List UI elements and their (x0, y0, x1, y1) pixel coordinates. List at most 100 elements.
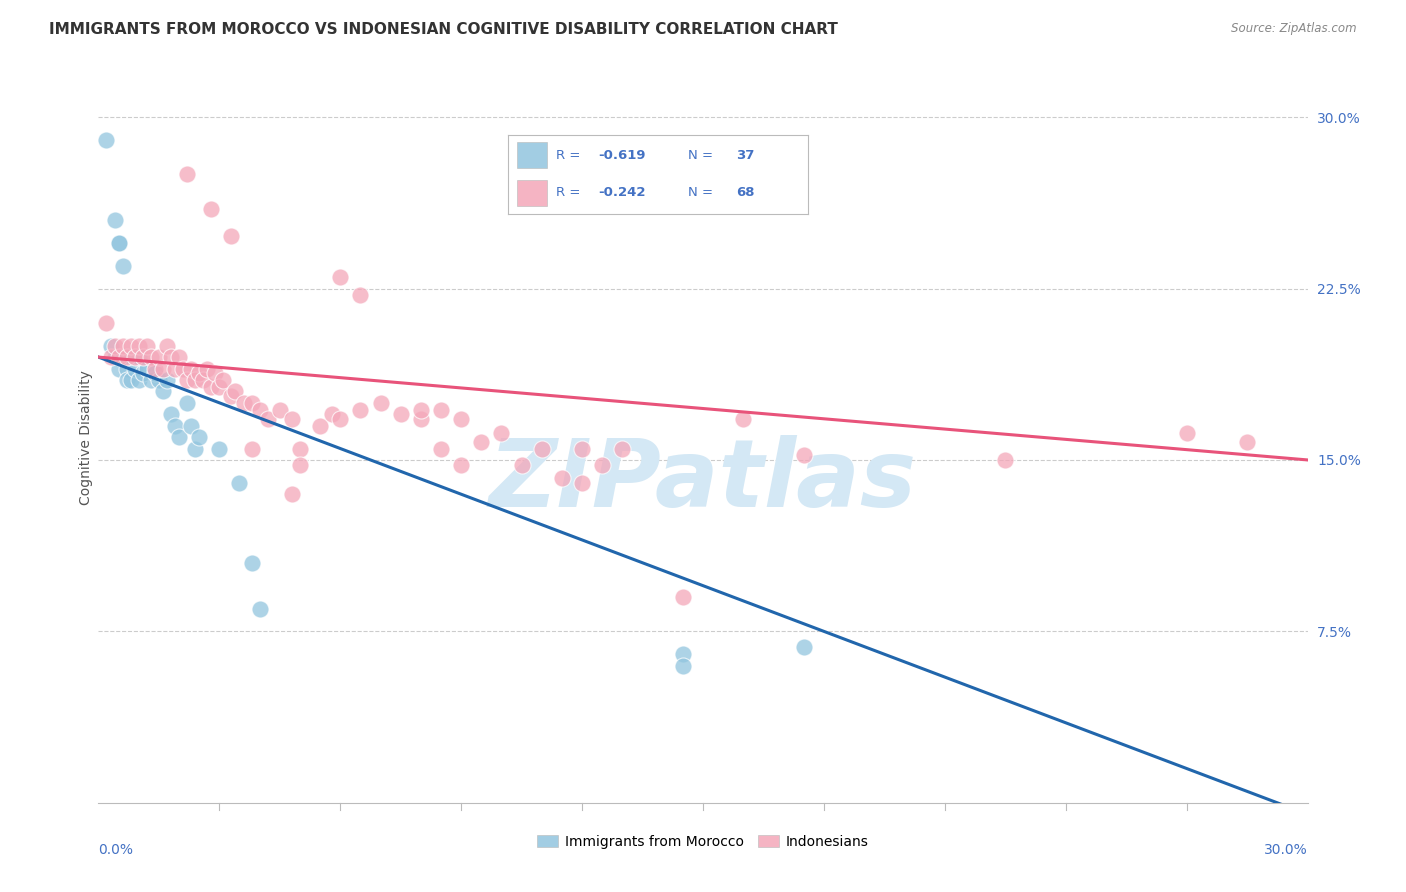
Point (111, 350, 134, 364)
Point (249, 402, 271, 417)
Point (240, 396, 263, 410)
Point (107, 361, 129, 376)
Point (107, 235, 129, 250)
Point (221, 389, 243, 403)
Point (430, 442, 453, 456)
Point (994, 453, 1017, 467)
Point (139, 350, 162, 364)
Text: -0.619: -0.619 (598, 149, 645, 161)
Point (672, 647, 695, 661)
Point (389, 407, 412, 421)
Point (733, 412, 755, 426)
Point (180, 361, 202, 376)
Point (143, 361, 166, 376)
Point (160, 350, 183, 364)
Point (591, 458, 613, 472)
Text: 0.0%: 0.0% (98, 843, 134, 857)
Point (111, 259, 134, 273)
Point (115, 361, 138, 376)
Point (288, 442, 311, 456)
Text: ZIPatlas: ZIPatlas (489, 435, 917, 527)
Point (349, 288, 371, 302)
Point (184, 373, 207, 387)
Bar (517, 143, 547, 168)
Point (491, 425, 513, 440)
Point (249, 601, 271, 615)
Point (450, 412, 472, 426)
Point (370, 396, 392, 410)
Point (200, 202, 222, 216)
Text: 68: 68 (735, 186, 755, 200)
Point (188, 430, 211, 444)
Point (530, 442, 553, 456)
Point (409, 402, 432, 417)
Point (208, 380, 231, 394)
Point (107, 350, 129, 364)
Point (152, 384, 174, 399)
Point (281, 412, 304, 426)
Point (224, 384, 246, 399)
Text: -0.242: -0.242 (598, 186, 645, 200)
Point (204, 366, 226, 380)
Point (409, 412, 432, 426)
Point (172, 361, 194, 376)
Point (96, 133, 118, 147)
Point (167, 430, 190, 444)
Point (176, 167, 198, 181)
Text: 37: 37 (735, 149, 754, 161)
Point (571, 442, 593, 456)
Point (103, 338, 125, 352)
Point (115, 350, 138, 364)
Point (193, 373, 215, 387)
Point (321, 407, 343, 421)
Point (135, 338, 157, 352)
Point (152, 361, 174, 376)
Point (450, 458, 472, 472)
Point (135, 361, 157, 376)
Point (176, 373, 198, 387)
Point (240, 556, 263, 570)
Text: R =: R = (555, 186, 585, 200)
Point (1175, 425, 1198, 440)
Point (184, 442, 207, 456)
Text: R =: R = (555, 149, 585, 161)
Point (120, 373, 142, 387)
Text: 30.0%: 30.0% (1264, 843, 1308, 857)
Point (156, 338, 179, 352)
Text: N =: N = (688, 149, 717, 161)
Point (100, 338, 122, 352)
Point (612, 442, 634, 456)
Point (430, 402, 453, 417)
Point (228, 475, 250, 490)
Point (329, 270, 352, 285)
Point (240, 442, 263, 456)
Point (107, 235, 129, 250)
Point (329, 412, 352, 426)
Point (148, 350, 170, 364)
Point (195, 361, 218, 376)
Point (124, 350, 146, 364)
Text: N =: N = (688, 186, 717, 200)
Point (672, 658, 695, 673)
Point (212, 373, 235, 387)
Point (163, 418, 186, 433)
Point (470, 434, 492, 449)
Point (115, 373, 138, 387)
Point (208, 442, 231, 456)
Point (180, 418, 202, 433)
Point (176, 396, 198, 410)
Point (349, 402, 371, 417)
Point (188, 366, 211, 380)
Point (288, 458, 311, 472)
Point (256, 412, 278, 426)
Point (128, 373, 150, 387)
Point (309, 418, 332, 433)
Point (132, 350, 155, 364)
Point (124, 361, 146, 376)
Point (167, 350, 190, 364)
Y-axis label: Cognitive Disability: Cognitive Disability (79, 369, 93, 505)
Point (160, 407, 183, 421)
Point (672, 590, 695, 604)
Point (100, 350, 122, 364)
Point (269, 402, 291, 417)
